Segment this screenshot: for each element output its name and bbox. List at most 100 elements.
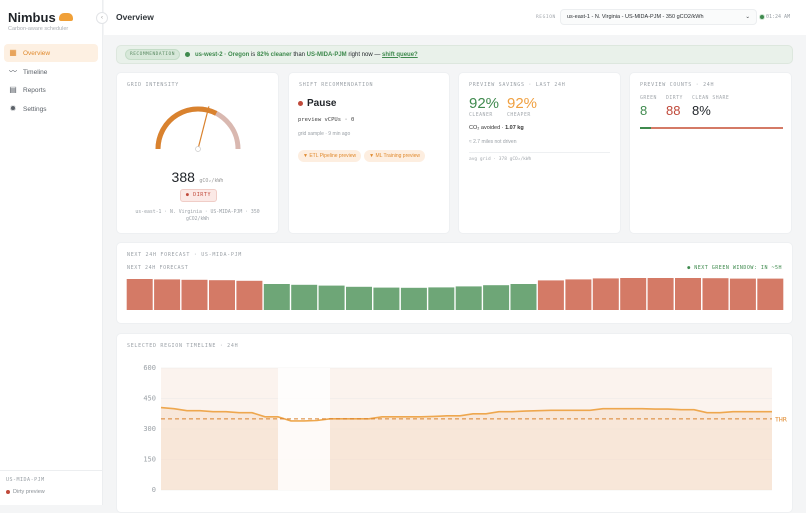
banner-text-part: than [291,51,307,58]
app-name: Nimbus [8,10,56,25]
gear-icon: ✹ [9,104,17,113]
forecast-bar [757,278,784,310]
workload-chips: ▼ ETL Pipeline preview ▼ ML Training prev… [298,144,428,162]
footer-status: Dirty preview [13,489,45,495]
cheaper-label: CHEAPER [507,113,531,118]
forecast-bar [647,278,674,310]
preview-counts-card: PREVIEW COUNTS · 24H GREEN DIRTY CLEAN S… [629,72,792,234]
collapse-sidebar-button[interactable]: ‹ [96,12,108,24]
card-title: SELECTED REGION TIMELINE · 24H [127,343,239,349]
gauge [155,106,241,152]
recommendation-banner: RECOMMENDATION us-west-2 · Oregon is 82%… [116,45,793,64]
y-tick-label: 450 [143,395,156,403]
sidebar-item-timeline[interactable]: 〰 Timeline [4,63,98,81]
timeline-card: SELECTED REGION TIMELINE · 24H 0 150 300 45… [116,333,793,513]
page-title: Overview [116,12,154,22]
card-title: SHIFT RECOMMENDATION [299,82,374,88]
forecast-bars [126,278,784,310]
grid-intensity-card: GRID INTENSITY 388 gCO₂/kWh ● DIRTY us-e… [116,72,279,234]
status-badge-text: DIRTY [193,192,212,198]
sidebar: Nimbus Carbon-aware scheduler ▦ Overview … [0,0,103,505]
grid-value: 388 [171,169,195,185]
avg-grid: avg grid · 378 gCO₂/kWh [469,157,532,162]
region-label: REGION [536,15,556,20]
y-tick-label: 300 [143,425,156,433]
nav-label: Timeline [23,68,48,76]
grid-region: us-east-1 · N. Virginia · US-MIDA-PJM · … [135,210,260,222]
nav-label: Overview [23,49,51,57]
banner-region: us-west-2 · Oregon [194,51,250,58]
forecast-bar [702,278,729,310]
dirty-count: 88 [666,103,681,118]
forecast-bar [346,286,372,310]
preview-savings-card: PREVIEW SAVINGS · LAST 24H 92% 92% CLEAN… [458,72,621,234]
banner-text-part: is [249,51,257,58]
divider [469,152,610,153]
preview-vcpus: preview vCPUs · 0 [298,117,355,123]
clean-share: 8% [692,103,711,118]
next-green-window-text: NEXT GREEN WINDOW: IN ~5H [694,265,782,271]
app-tagline: Carbon-aware scheduler [8,26,69,32]
recommendation-badge: RECOMMENDATION [125,49,180,60]
live-dot-icon [760,15,764,19]
sidebar-item-settings[interactable]: ✹ Settings [4,100,98,118]
nav-label: Reports [23,86,46,94]
shift-queue-link[interactable]: shift queue? [382,51,418,58]
status-dot-icon [6,490,10,494]
sidebar-footer: US-MIDA-PJM Dirty preview [0,470,103,501]
timeline-chart: 0 150 300 450 600 THR [143,364,787,494]
forecast-bar [126,279,153,310]
green-label: GREEN [640,96,657,101]
banner-target: US-MIDA-PJM [306,51,347,58]
sidebar-item-overview[interactable]: ▦ Overview [4,44,98,62]
cheaper-value: 92% [507,95,538,112]
chip-etl-pipeline[interactable]: ▼ ETL Pipeline preview [298,150,362,162]
card-title: PREVIEW SAVINGS · LAST 24H [469,82,566,88]
forecast-bar [154,279,181,310]
forecast-card: NEXT 24H FORECAST · US-MIDA-PJM NEXT 24H… [116,242,793,324]
green-count: 8 [640,103,648,118]
forecast-bar [400,287,427,310]
intensity-line [160,406,772,422]
forecast-bar [510,284,537,310]
next-green-window: ● NEXT GREEN WINDOW: IN ~5H [687,265,782,271]
card-title: PREVIEW COUNTS · 24H [640,82,715,88]
forecast-bar [537,280,564,310]
grid-sample: grid sample · 9 min ago [298,131,351,137]
grid-value-row: 388 gCO₂/kWh [117,169,278,187]
forecast-bar [181,279,208,310]
forecast-bar [263,284,290,310]
region-select-value: us-east-1 - N. Virginia - US-MIDA-PJM - … [567,14,704,20]
chip-ml-training[interactable]: ▼ ML Training preview [364,150,426,162]
nav-label: Settings [23,105,47,113]
gauge-fill [155,106,218,150]
cloud-icon [58,12,73,21]
forecast-bar [291,284,318,310]
gauge-track [155,106,241,150]
green-dot-icon [184,52,190,57]
threshold-label: THR [775,415,787,423]
co2-label: CO₂ avoided · [469,125,506,131]
forecast-bar [729,278,756,310]
cleaner-label: CLEANER [469,113,493,118]
forecast-bar [428,287,455,310]
region-select[interactable]: us-east-1 - N. Virginia - US-MIDA-PJM - … [560,9,757,25]
forecast-bar [620,278,647,310]
forecast-subtitle: NEXT 24H FORECAST [127,265,189,271]
y-tick-label: 0 [152,486,156,494]
y-tick-label: 150 [143,456,156,464]
clock-time: 01:24 AM [766,14,791,20]
logo: Nimbus [8,10,73,25]
footer-region: US-MIDA-PJM [6,477,45,483]
sidebar-item-reports[interactable]: ▤ Reports [4,81,98,99]
forecast-bar [236,280,263,310]
shift-action: Pause [298,98,336,109]
miles-not-driven: ≈ 2.7 miles not driven [469,139,517,145]
forecast-bar [318,285,345,310]
cleaner-value: 92% [469,95,500,112]
forecast-bar [209,280,235,310]
forecast-bar [483,285,510,310]
status-badge: ● DIRTY [180,189,217,202]
forecast-bar [592,278,619,310]
banner-text-part: right now — [346,51,383,58]
